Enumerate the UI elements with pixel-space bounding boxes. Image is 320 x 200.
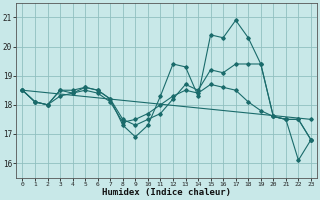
X-axis label: Humidex (Indice chaleur): Humidex (Indice chaleur) <box>102 188 231 197</box>
